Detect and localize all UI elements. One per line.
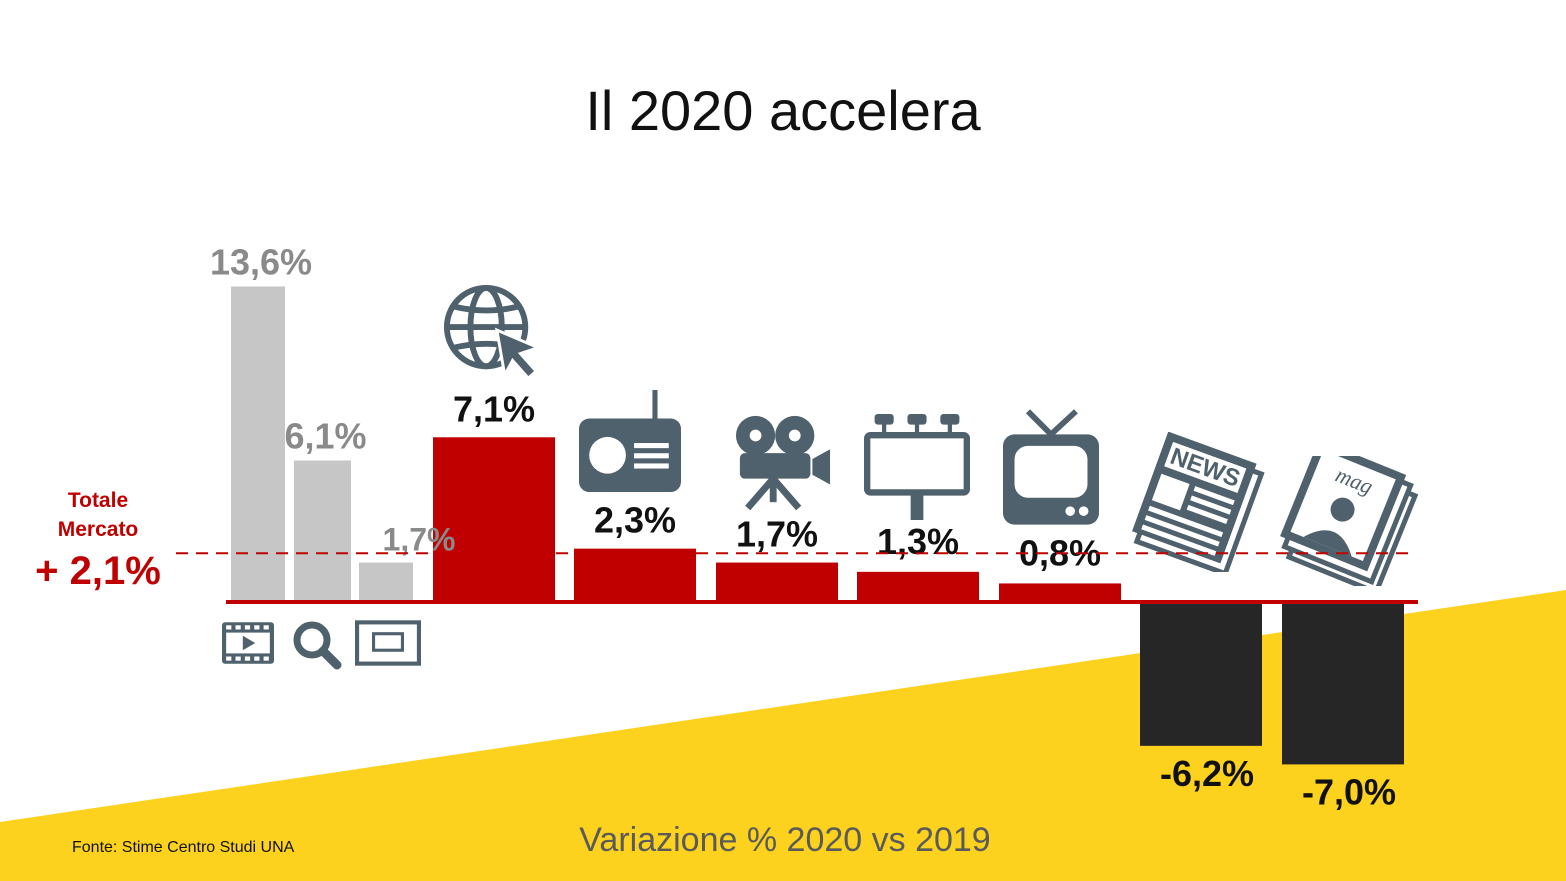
digital-sub-value-label: 13,6%: [210, 241, 312, 282]
magazine-bar: [1282, 602, 1404, 765]
internet-icon: [447, 288, 538, 378]
cinema-bar: [716, 562, 838, 602]
video-icon: [222, 622, 274, 664]
total-market-label-line2: Mercato: [58, 518, 139, 541]
search-icon: [297, 625, 337, 665]
newspaper-value-label: -6,2%: [1160, 753, 1254, 794]
tv-bar: [999, 583, 1121, 602]
page-title: Il 2020 accelera: [585, 79, 981, 142]
internet-bar: [433, 437, 555, 602]
radio-icon: [579, 390, 681, 492]
internet-value-label: 7,1%: [453, 388, 535, 429]
radio-value-label: 2,3%: [594, 500, 676, 541]
newspaper-bar: [1140, 602, 1262, 746]
radio-bar: [574, 548, 696, 602]
magazine-value-label: -7,0%: [1302, 771, 1396, 812]
outdoor-value-label: 1,3%: [877, 521, 959, 562]
display-icon: [357, 622, 419, 663]
cinema-value-label: 1,7%: [736, 514, 818, 555]
digital-sub-value-label: 1,7%: [383, 522, 456, 558]
digital-sub-bar-video: [231, 286, 285, 602]
digital-sub-bar-display: [359, 562, 413, 602]
digital-sub-bar-search: [294, 460, 351, 602]
tv-icon: [1003, 411, 1099, 524]
outdoor-icon: [867, 414, 967, 520]
magazine-icon: [1274, 440, 1421, 592]
labels-layer: 13,6%6,1%1,7%7,1%2,3% 1,7% 1,3% 0,8%-6,2% -7…: [176, 241, 1418, 812]
source-note: Fonte: Stime Centro Studi UNA: [72, 839, 295, 856]
digital-sub-value-label: 6,1%: [284, 415, 366, 456]
outdoor-bar: [857, 571, 979, 602]
bars-layer: [231, 286, 1404, 765]
chart-subtitle: Variazione % 2020 vs 2019: [579, 821, 990, 859]
cinema-icon: [736, 416, 830, 508]
total-market-label-line1: Totale: [68, 489, 128, 512]
total-market-value: + 2,1%: [35, 549, 161, 593]
